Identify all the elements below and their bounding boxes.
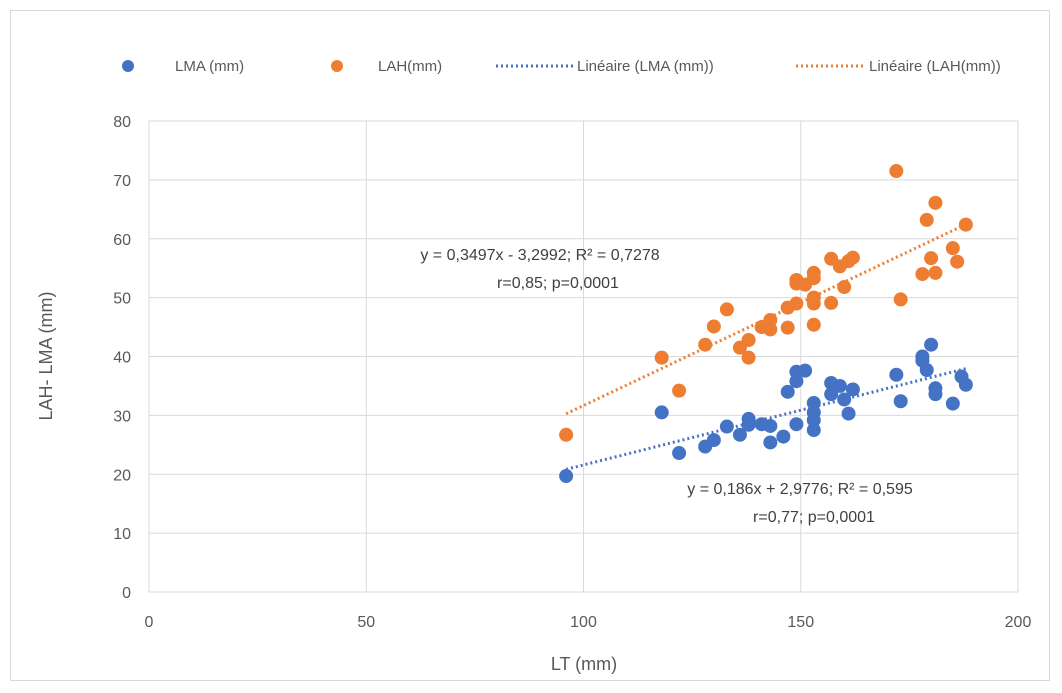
legend-marker-lah (331, 60, 343, 72)
lah-point (893, 292, 908, 307)
lah-point (924, 251, 939, 266)
lma-point (741, 411, 756, 426)
lma-point (924, 337, 939, 352)
lma-point (780, 384, 795, 399)
lah-point (919, 212, 934, 227)
lma-point (672, 446, 687, 461)
lah-point (837, 280, 852, 295)
lma-point (706, 433, 721, 448)
y-tick-label: 70 (113, 173, 131, 190)
legend-label-trend-lma: Linéaire (LMA (mm)) (577, 58, 714, 75)
lah-point (763, 312, 778, 327)
lah-point (806, 265, 821, 280)
lma-point (915, 349, 930, 364)
y-tick-label: 80 (113, 114, 131, 131)
y-tick-label: 40 (113, 350, 131, 367)
y-tick-label: 20 (113, 467, 131, 484)
x-tick-label: 50 (357, 614, 375, 631)
lma-point (845, 382, 860, 397)
lma-point (732, 427, 747, 442)
lah-point (945, 241, 960, 256)
y-tick-label: 10 (113, 526, 131, 543)
y-tick-label: 30 (113, 408, 131, 425)
chart-frame (10, 10, 1050, 681)
lah-point (654, 350, 669, 365)
lah-point (741, 333, 756, 348)
lma-point (798, 363, 813, 378)
lma-point (958, 377, 973, 392)
lma-point (928, 381, 943, 396)
lah-point (845, 250, 860, 265)
lma-point (832, 378, 847, 393)
lma-point (789, 417, 804, 432)
legend-label-lma: LMA (mm) (175, 58, 244, 75)
legend: LMA (mm) LAH(mm) Linéaire (LMA (mm)) Lin… (122, 58, 1001, 75)
lah-point (950, 254, 965, 269)
lah-stats-label: r=0,85; p=0,0001 (497, 275, 619, 292)
y-tick-label: 0 (122, 585, 131, 602)
lma-point (806, 423, 821, 438)
legend-marker-lma (122, 60, 134, 72)
lah-point (889, 164, 904, 179)
lma-point (654, 405, 669, 420)
x-tick-label: 200 (1005, 614, 1032, 631)
lah-point (706, 319, 721, 334)
x-tick-label: 150 (787, 614, 814, 631)
lma-point (945, 396, 960, 411)
legend-label-trend-lah: Linéaire (LAH(mm)) (869, 58, 1001, 75)
lma-point (806, 396, 821, 411)
lma-stats-label: r=0,77; p=0,0001 (753, 509, 875, 526)
y-tick-label: 50 (113, 291, 131, 308)
lma-equation-label: y = 0,186x + 2,9776; R² = 0,595 (687, 481, 913, 498)
lah-point (698, 337, 713, 352)
lah-point (824, 295, 839, 310)
y-axis-title: LAH- LMA (mm) (36, 291, 56, 420)
lah-point (928, 195, 943, 210)
y-tick-label: 60 (113, 232, 131, 249)
lma-point (893, 394, 908, 409)
lah-point (741, 350, 756, 365)
lma-point (837, 392, 852, 407)
legend-label-lah: LAH(mm) (378, 58, 442, 75)
lah-point (559, 427, 574, 442)
x-tick-label: 0 (145, 614, 154, 631)
data-points (559, 164, 973, 484)
tick-labels: 0 10 20 30 40 50 60 70 80 0 50 100 150 200 (113, 114, 1031, 631)
grid (148, 120, 1019, 593)
lma-point (559, 469, 574, 484)
lah-point (915, 267, 930, 282)
lah-point (806, 290, 821, 305)
lah-point (806, 317, 821, 332)
lah-point (672, 383, 687, 398)
x-axis-title: LT (mm) (551, 654, 617, 674)
lah-equation-label: y = 0,3497x - 3,2992; R² = 0,7278 (420, 247, 659, 264)
x-tick-label: 100 (570, 614, 597, 631)
lma-point (719, 419, 734, 434)
lma-point (824, 387, 839, 402)
lma-point (841, 406, 856, 421)
lma-point (889, 367, 904, 382)
lma-point (776, 429, 791, 444)
lah-point (780, 320, 795, 335)
lma-point (919, 363, 934, 378)
lah-point (719, 302, 734, 317)
lma-point (763, 435, 778, 450)
lma-point (763, 418, 778, 433)
lah-point (928, 265, 943, 280)
lah-point (789, 296, 804, 311)
lah-point (958, 217, 973, 232)
